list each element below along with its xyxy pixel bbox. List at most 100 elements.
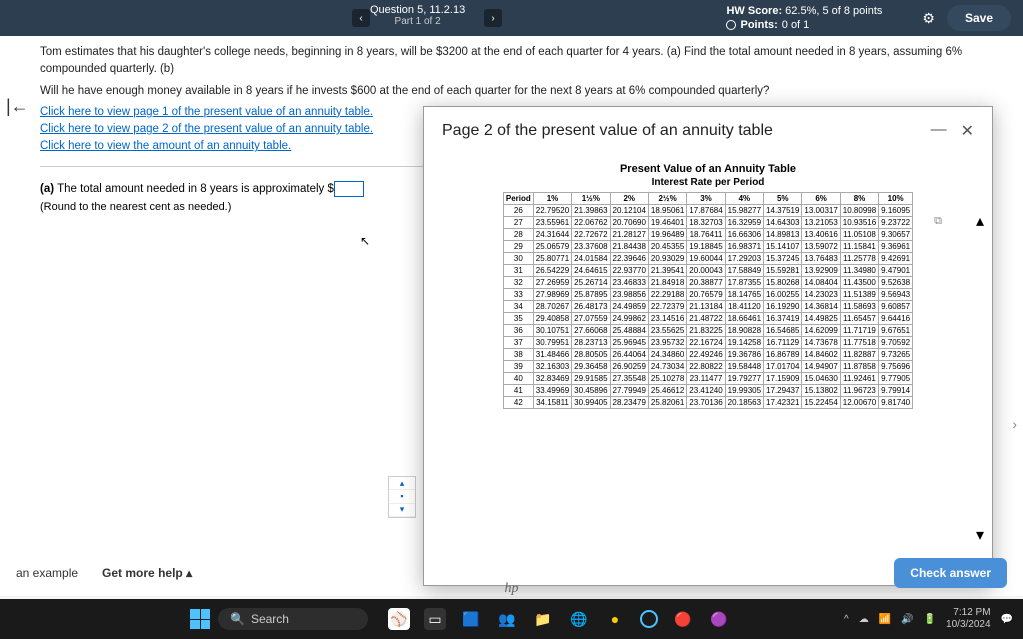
prev-question-button[interactable]: ‹ [352,9,370,27]
table-cell: 18.95061 [648,205,686,217]
table-cell: 9.64416 [879,313,913,325]
table-cell: 15.04630 [802,373,840,385]
taskbar-app-3[interactable]: 🟣 [708,608,730,630]
table-cell: 10.80998 [840,205,878,217]
tray-notifications-icon[interactable]: 💬 [1001,614,1013,625]
table-cell: 17.29437 [764,385,802,397]
table-header: 2% [610,193,648,205]
table-cell: 18.76411 [687,229,725,241]
table-cell: 22.80822 [687,361,725,373]
tray-wifi-icon[interactable]: 📶 [879,614,891,625]
table-cell: 9.60857 [879,301,913,313]
taskbar-app-1[interactable]: ⚾ [388,608,410,630]
table-cell: 9.23722 [879,217,913,229]
table-cell: 20.45355 [648,241,686,253]
collapse-arrow-icon[interactable]: |← [6,96,29,117]
table-cell: 34.15811 [533,397,571,409]
table-cell: 23.37608 [572,241,610,253]
tray-cloud-icon[interactable]: ☁ [859,614,869,625]
table-cell: 24.31644 [533,229,571,241]
table-cell: 33 [503,289,533,301]
table-row: 2824.3164422.7267221.2812719.9648918.764… [503,229,912,241]
close-icon[interactable]: ✕ [961,121,974,141]
table-cell: 28.70267 [533,301,571,313]
table-cell: 26.44064 [610,349,648,361]
taskbar-teams[interactable]: 👥 [496,608,518,630]
table-cell: 14.73678 [802,337,840,349]
taskbar-app-2[interactable]: ▭ [424,608,446,630]
table-cell: 26.48173 [572,301,610,313]
table-cell: 19.79277 [725,373,763,385]
table-cell: 20.70690 [610,217,648,229]
table-cell: 9.36961 [879,241,913,253]
table-cell: 14.62099 [802,325,840,337]
table-cell: 24.73034 [648,361,686,373]
table-cell: 12.00670 [840,397,878,409]
table-cell: 14.64303 [764,217,802,229]
search-icon: 🔍 [230,612,245,626]
table-cell: 16.71129 [764,337,802,349]
table-cell: 9.42691 [879,253,913,265]
next-question-button[interactable]: › [484,9,502,27]
taskbar-explorer[interactable]: 📁 [532,608,554,630]
taskbar-copilot[interactable]: 🟦 [460,608,482,630]
answer-input[interactable] [334,181,364,197]
table-cell: 14.08404 [802,277,840,289]
table-row: 3932.1630329.3645826.9025924.7303422.808… [503,361,912,373]
table-header: 8% [840,193,878,205]
table-cell: 16.66306 [725,229,763,241]
table-cell: 9.73265 [879,349,913,361]
table-cell: 24.64615 [572,265,610,277]
table-cell: 30.45896 [572,385,610,397]
top-bar: ‹ Question 5, 11.2.13 Part 1 of 2 › HW S… [0,0,1023,36]
tray-chevron-icon[interactable]: ^ [844,614,849,625]
taskbar-chrome[interactable]: 🔴 [672,608,694,630]
table-cell: 20.93029 [648,253,686,265]
table-row: 3730.7995128.2371325.9694523.9573222.167… [503,337,912,349]
table-cell: 25.06579 [533,241,571,253]
taskbar-edge[interactable]: 🌐 [568,608,590,630]
table-cell: 19.99305 [725,385,763,397]
tray-volume-icon[interactable]: 🔊 [901,614,913,625]
table-header: 3% [687,193,725,205]
hp-logo: hp [505,581,519,597]
tray-battery-icon[interactable]: 🔋 [924,614,936,625]
table-cell: 33.49969 [533,385,571,397]
table-cell: 11.71719 [840,325,878,337]
taskbar-circle[interactable] [640,610,658,628]
table-cell: 29.40858 [533,313,571,325]
table-row: 3126.5422924.6461522.9377021.3954120.000… [503,265,912,277]
table-row: 3327.9896925.8789523.9885622.2918820.765… [503,289,912,301]
table-cell: 9.52638 [879,277,913,289]
scroll-up-icon[interactable]: ▴ [976,211,984,231]
page-down-icon[interactable]: ▾ [389,504,415,517]
start-button[interactable] [190,609,210,629]
gear-icon[interactable]: ⚙ [922,10,935,27]
table-cell: 18.41120 [725,301,763,313]
table-cell: 15.98277 [725,205,763,217]
table-cell: 13.92909 [802,265,840,277]
get-help-link[interactable]: Get more help ▴ [102,566,192,580]
table-cell: 10.93516 [840,217,878,229]
table-cell: 25.80771 [533,253,571,265]
clock-time: 7:12 PM [946,607,991,619]
page-up-icon[interactable]: ▴ [389,477,415,490]
taskbar-search[interactable]: 🔍 Search [218,608,368,630]
minimize-icon[interactable]: — [931,121,947,141]
table-header: 10% [879,193,913,205]
example-link[interactable]: an example [16,566,78,580]
table-cell: 27.98969 [533,289,571,301]
table-row: 3831.4846628.8050526.4406424.3486022.492… [503,349,912,361]
annuity-popup: Page 2 of the present value of an annuit… [423,106,993,586]
taskbar-clock[interactable]: 7:12 PM 10/3/2024 [946,607,991,631]
table-cell: 22.79520 [533,205,571,217]
table-cell: 17.87355 [725,277,763,289]
table-cell: 19.14258 [725,337,763,349]
page-navigator[interactable]: ▴ ▪ ▾ [388,476,416,518]
copy-icon[interactable]: ⧉ [934,215,942,228]
save-button[interactable]: Save [947,5,1011,31]
scroll-down-icon[interactable]: ▾ [976,525,984,545]
taskbar-dot[interactable]: ● [604,608,626,630]
side-expand-icon[interactable]: › [1012,416,1017,432]
check-answer-button[interactable]: Check answer [894,558,1007,588]
